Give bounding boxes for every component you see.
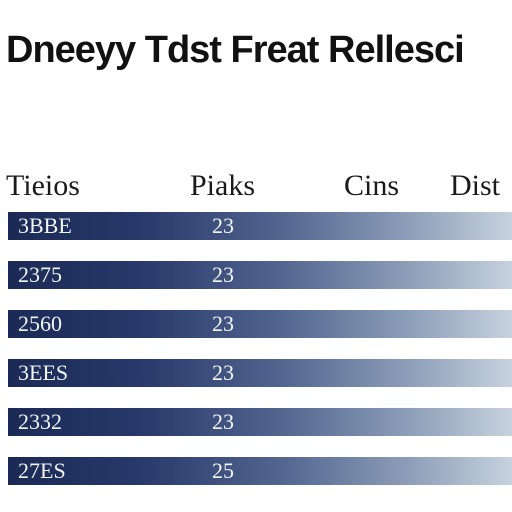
table-header-row: Tieios Piaks Cins Dist [0,168,512,204]
row-value: 23 [212,311,234,336]
row-value: 23 [212,360,234,385]
row-name: 3BBE [18,213,72,238]
table-row: 27ES 25 [8,457,512,485]
table-row: 3BBE 23 [8,212,512,240]
table-row: 2560 23 [8,310,512,338]
table-row: 2375 23 [8,261,512,289]
column-header: Tieios [6,169,80,202]
row-name: 2332 [18,409,62,434]
row-name: 2560 [18,311,62,336]
table-body: 3BBE 23 2375 23 2560 23 3EES 23 2332 23 … [0,212,512,488]
row-value: 23 [212,213,234,238]
column-header: Cins [344,169,400,202]
column-header: Piaks [190,169,256,202]
table-row: 2332 23 [8,408,512,436]
table-row: 3EES 23 [8,359,512,387]
row-value: 23 [212,409,234,434]
row-name: 27ES [18,458,66,483]
row-name: 3EES [18,360,69,385]
row-name: 2375 [18,262,62,287]
row-value: 23 [212,262,234,287]
page-title: Dneeyy Tdst Freat Rellesci [6,29,465,71]
column-header: Dist [450,169,501,202]
row-value: 25 [212,458,234,483]
